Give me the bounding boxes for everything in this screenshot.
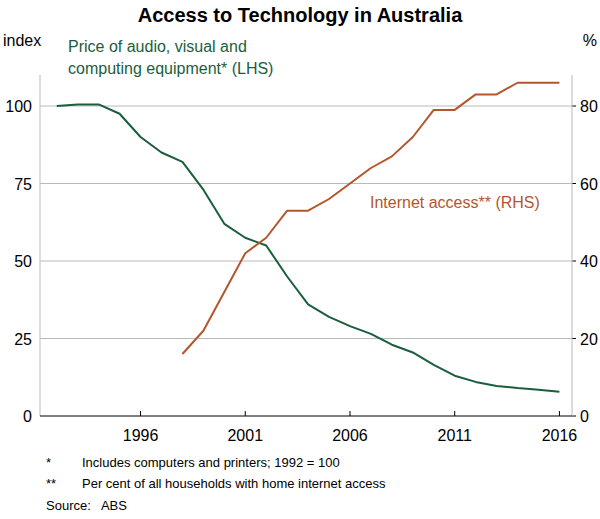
label-line: Price of audio, visual and	[68, 38, 247, 55]
x-tick	[349, 411, 350, 416]
y2-tick	[572, 183, 576, 184]
x-tick	[454, 411, 455, 416]
y2-axis-line	[572, 75, 573, 416]
x-tick-label: 2001	[227, 427, 263, 444]
grid-line	[40, 106, 572, 107]
y2-axis-label: %	[583, 32, 597, 49]
y2-tick-label: 60	[580, 176, 598, 193]
legend-label: Price of audio, visual and computing equi…	[68, 38, 273, 77]
grid-line	[40, 261, 572, 262]
y2-tick	[572, 106, 576, 107]
y2-tick	[572, 338, 576, 339]
footnote-text: Per cent of all households with home int…	[82, 476, 386, 491]
y-axis-label: index	[3, 32, 41, 49]
y2-tick	[572, 261, 576, 262]
label-line: Internet access** (RHS)	[370, 194, 540, 211]
y-tick-label: 100	[5, 98, 32, 115]
footnote-mark: **	[46, 476, 56, 491]
y-tick-label: 0	[23, 408, 32, 425]
y-axis-line	[40, 75, 41, 416]
grid-line	[40, 338, 572, 339]
y2-tick-label: 40	[580, 253, 598, 270]
x-tick	[245, 411, 246, 416]
y2-tick-label: 80	[580, 98, 598, 115]
series-line	[182, 83, 559, 354]
x-tick-label: 2016	[542, 427, 578, 444]
footnote-text: Includes computers and printers; 1992 = …	[82, 455, 340, 470]
x-tick-label: 2011	[438, 427, 473, 444]
series-line	[57, 104, 560, 391]
x-axis-line	[40, 416, 572, 417]
chart: Access to Technology in Australia 0 25 50 75…	[0, 0, 600, 519]
legend-label: Internet access** (RHS)	[370, 194, 540, 211]
title: Access to Technology in Australia	[138, 4, 463, 26]
y-tick-label: 75	[14, 176, 32, 193]
x-tick	[559, 411, 560, 416]
x-tick-label: 2006	[332, 427, 368, 444]
y2-tick-label: 20	[580, 331, 598, 348]
plot-area	[57, 83, 560, 392]
label-line: computing equipment* (LHS)	[68, 60, 273, 77]
x-tick-label: 1996	[123, 427, 159, 444]
source: Source: ABS	[46, 498, 127, 513]
y-tick-label: 50	[14, 253, 32, 270]
x-tick	[140, 411, 141, 416]
footnote-mark: *	[46, 455, 51, 470]
y-tick-label: 25	[14, 331, 32, 348]
y2-tick	[572, 416, 576, 417]
grid-line	[40, 183, 572, 184]
y2-tick-label: 0	[580, 408, 589, 425]
